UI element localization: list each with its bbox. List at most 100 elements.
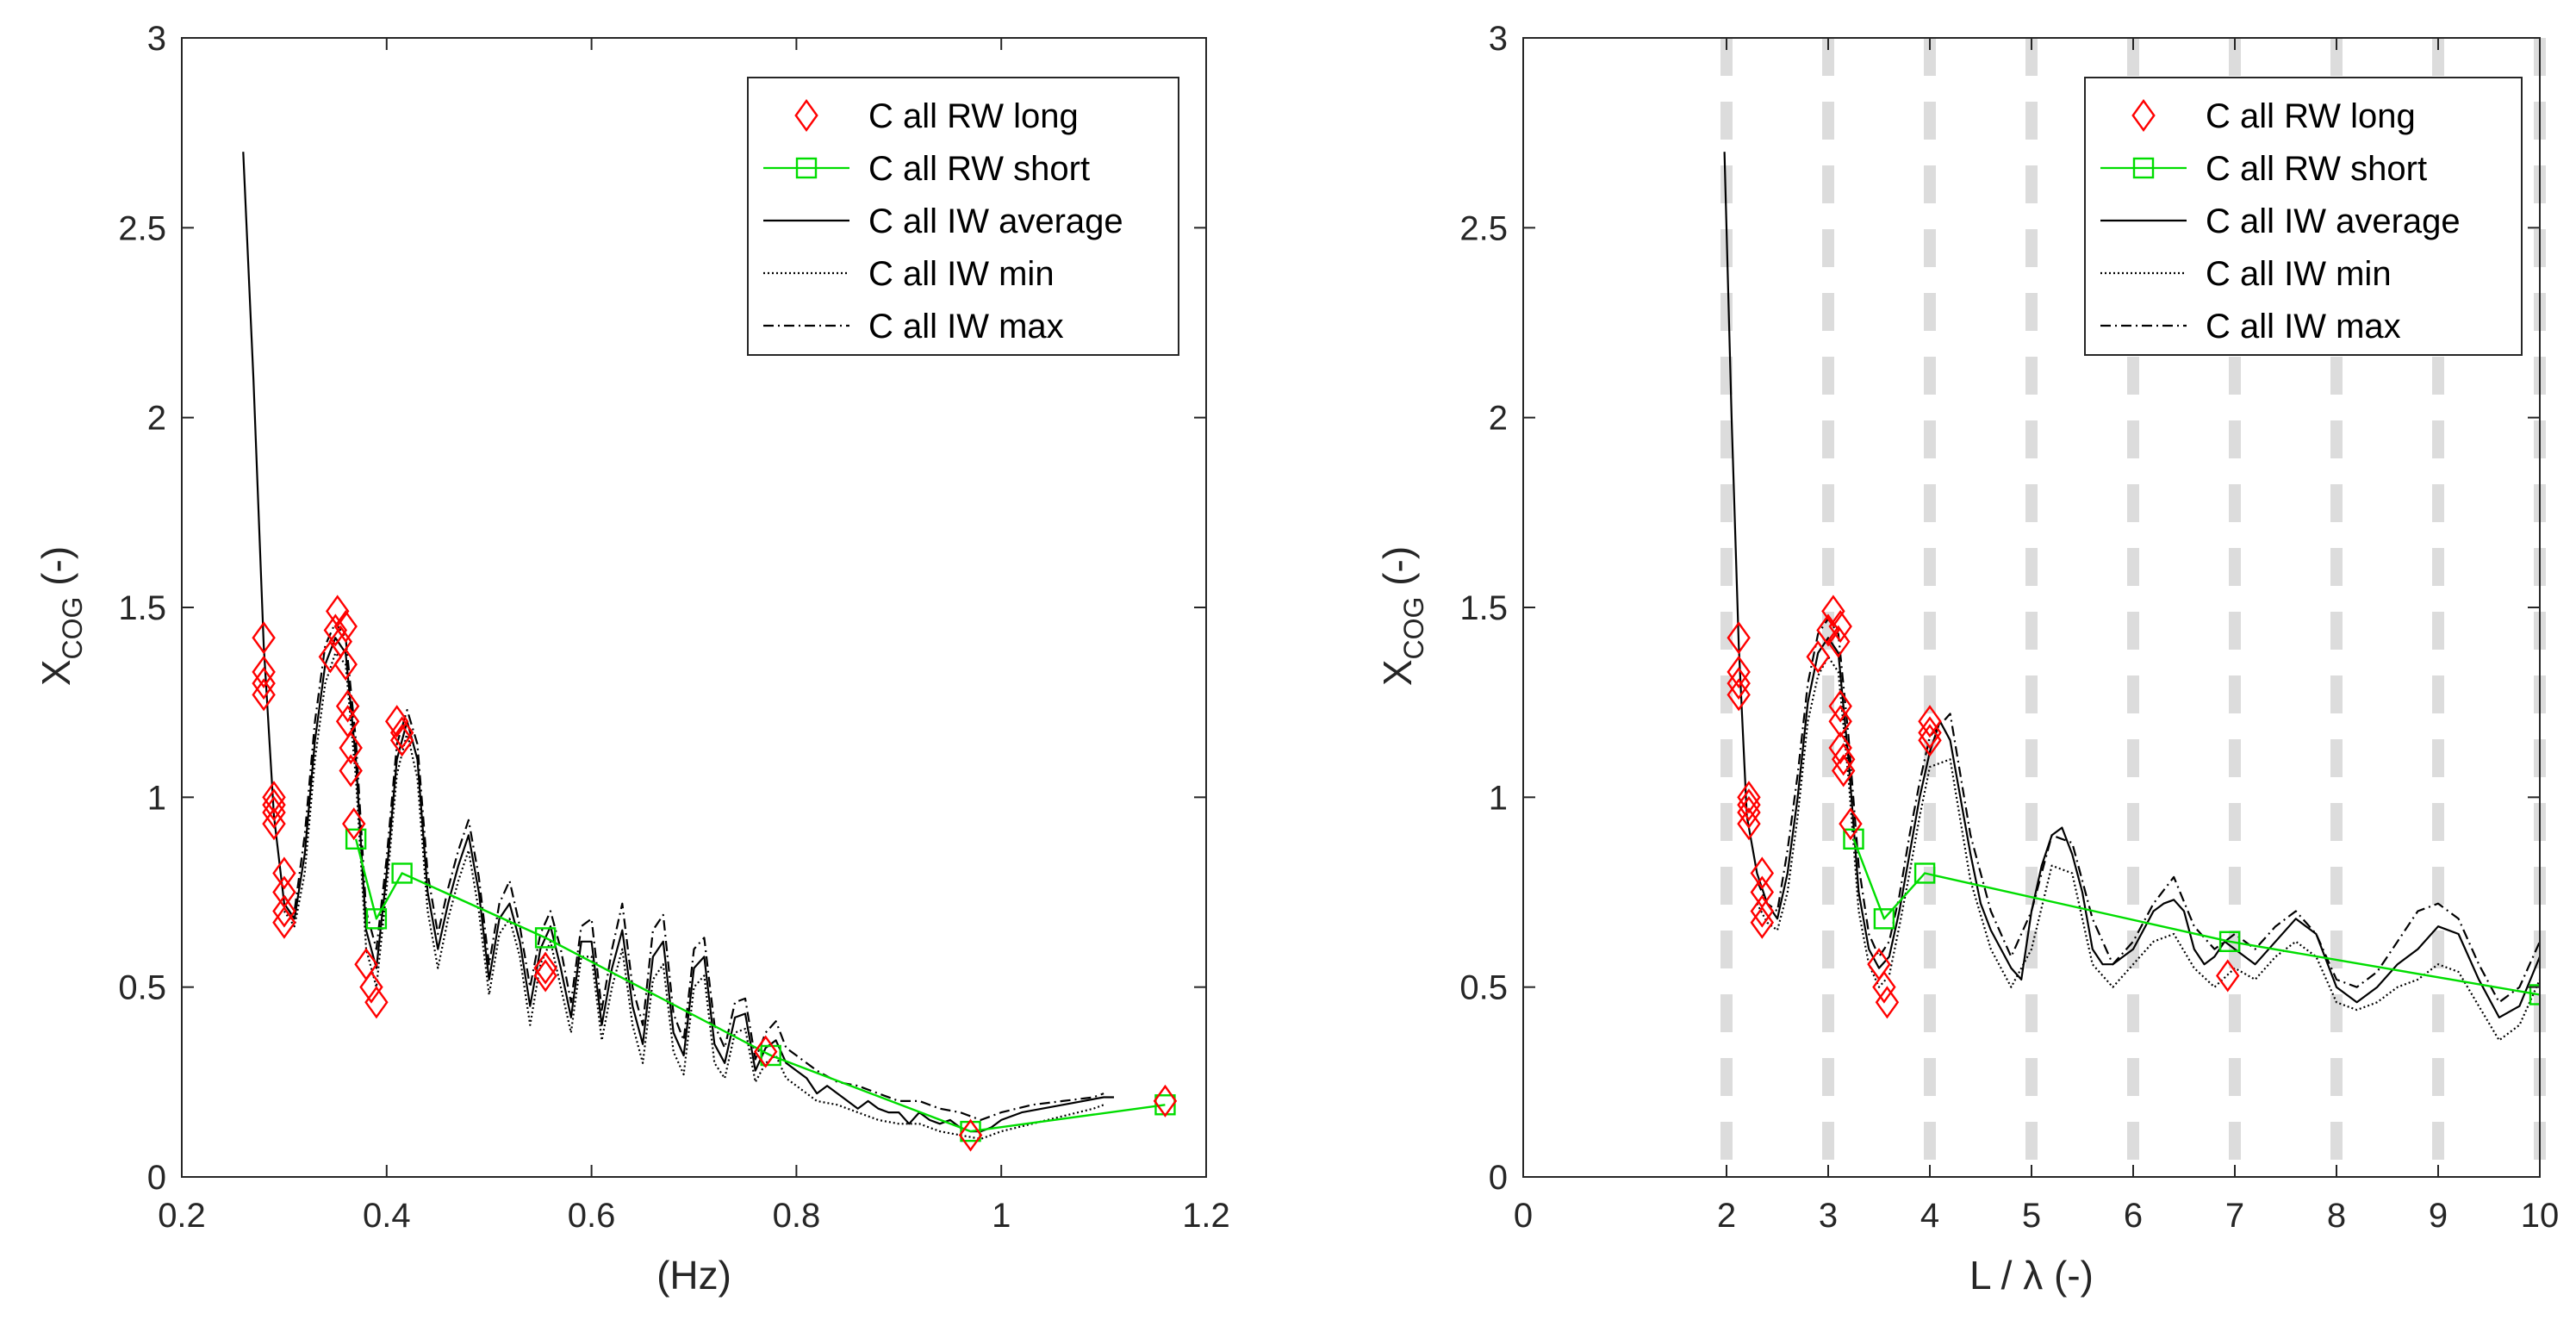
right-diamond-marker	[1816, 613, 1840, 647]
right-diamond-marker	[2131, 98, 2156, 133]
right-square-marker	[1843, 828, 1864, 850]
right-diamond-marker	[1727, 655, 1751, 688]
left-diamond-marker	[794, 98, 818, 133]
right-x-tick-label: 9	[2429, 1197, 2448, 1235]
right-y-axis-label-main: X	[1375, 659, 1420, 686]
left-diamond-marker	[339, 754, 363, 788]
left-diamond-marker	[272, 894, 296, 928]
left-diamond-marker	[359, 970, 383, 1004]
left-y-tick-label: 0	[147, 1159, 166, 1197]
left-diamond-marker	[364, 986, 389, 1019]
right-y-tick-label: 2.5	[1459, 209, 1508, 247]
right-diamond-marker	[1872, 970, 1896, 1004]
left-square-marker	[345, 828, 367, 850]
right-diamond-marker	[1750, 894, 1775, 928]
left-diamond-marker	[333, 648, 358, 682]
left-legend: C all RW long C all RW short C all IW aver…	[747, 77, 1179, 356]
left-diamond-marker	[272, 856, 296, 890]
left-legend-label: C all RW short	[868, 150, 1090, 188]
right-legend: C all RW long C all RW short C all IW aver…	[2084, 77, 2523, 356]
left-y-axis-label-suffix: (-)	[34, 546, 78, 597]
right-diamond-marker	[1821, 595, 1845, 628]
right-diamond-marker	[1828, 689, 1852, 723]
left-diamond-marker	[262, 781, 286, 814]
left-y-axis-label-main: X	[34, 659, 78, 686]
right-square-marker	[2529, 984, 2540, 1005]
right-diamond-marker	[2216, 959, 2240, 993]
left-legend-label: C all IW min	[868, 255, 1055, 293]
left-diamond-marker	[335, 689, 360, 723]
right-y-tick-label: 2	[1489, 400, 1508, 438]
left-legend-label: C all IW max	[868, 308, 1064, 346]
right-square-marker	[1873, 908, 1895, 930]
right-y-tick-label: 1	[1489, 779, 1508, 817]
left-y-axis-label: XCOG (-)	[34, 546, 88, 686]
right-diamond-marker	[1737, 788, 1761, 822]
left-x-axis-label: (Hz)	[656, 1253, 731, 1298]
left-x-tick-label: 0.6	[568, 1197, 616, 1235]
left-diamond-marker	[533, 951, 557, 985]
left-diamond-marker	[326, 595, 350, 628]
left-series-c-all-rw-short	[354, 838, 1166, 1133]
left-diamond-marker	[262, 788, 286, 822]
left-diamond-marker	[252, 678, 276, 712]
right-diamond-marker	[1831, 743, 1856, 776]
right-legend-box	[2084, 77, 2523, 356]
right-x-tick-label: 7	[2225, 1197, 2244, 1235]
right-diamond-marker	[1828, 731, 1852, 765]
right-y-tick-label: 0.5	[1459, 969, 1508, 1007]
right-square-marker	[2132, 157, 2155, 179]
right-chart: 0 2 3 4 5 6 7 8 9 10 0 0.5 1 1.5 2 2.5 3 L / λ (-) XCOG (-…	[1375, 20, 2559, 1298]
right-series-c-all-iw-min	[1756, 656, 2540, 1042]
left-diamond-marker	[262, 807, 286, 841]
right-legend-label: C all IW min	[2206, 255, 2392, 293]
right-diamond-marker	[1826, 625, 1851, 658]
left-legend-label: C all IW average	[868, 202, 1123, 240]
left-y-axis-label-sub: COG	[57, 597, 88, 660]
right-x-tick-label: 3	[1819, 1197, 1838, 1235]
right-x-tick-label: 4	[1920, 1197, 1939, 1235]
left-x-tick-label: 0.4	[363, 1197, 411, 1235]
left-diamond-marker	[272, 906, 296, 939]
right-square-marker	[2218, 931, 2241, 952]
left-diamond-marker	[389, 716, 414, 750]
right-diamond-marker	[1750, 906, 1775, 939]
left-y-tick-label: 1	[147, 779, 166, 817]
left-chart: 0.2 0.4 0.6 0.8 1 1.2 0 0.5 1 1.5 2 2.5 3 (Hz) XCOG (-…	[34, 20, 1230, 1298]
right-legend-label: C all IW average	[2206, 202, 2461, 240]
left-y-tick-label: 3	[147, 20, 166, 58]
left-y-tick-label: 2	[147, 400, 166, 438]
left-data-layer	[242, 152, 1178, 1152]
right-x-tick-label: 0	[1514, 1197, 1533, 1235]
left-diamond-marker	[958, 1118, 983, 1152]
left-diamond-marker	[252, 655, 276, 688]
left-x-tick-label: 1.2	[1182, 1197, 1230, 1235]
left-x-tick-label: 0.8	[773, 1197, 821, 1235]
left-square-marker	[760, 1044, 781, 1067]
right-x-tick-label: 8	[2327, 1197, 2346, 1235]
right-y-axis-label-suffix: (-)	[1375, 546, 1420, 597]
right-diamond-marker	[1918, 716, 1942, 750]
right-diamond-marker	[1727, 621, 1751, 655]
right-series-c-all-rw-short	[1852, 838, 2540, 996]
left-diamond-marker	[533, 959, 557, 993]
right-x-tick-label: 5	[2022, 1197, 2041, 1235]
left-square-marker	[365, 908, 388, 930]
left-legend-box	[747, 77, 1179, 356]
right-x-tick-label: 10	[2521, 1197, 2560, 1235]
right-square-marker	[1913, 862, 1936, 884]
right-diamond-marker	[1839, 807, 1863, 841]
left-series-c-all-iw-min	[283, 651, 1104, 1141]
right-diamond-marker	[1875, 986, 1900, 1019]
right-legend-label: C all RW short	[2206, 150, 2427, 188]
right-diamond-marker	[1737, 807, 1761, 841]
left-diamond-marker	[252, 621, 276, 655]
right-x-axis-label: L / λ (-)	[1969, 1253, 2094, 1298]
right-y-tick-label: 0	[1489, 1159, 1508, 1197]
right-diamond-marker	[1750, 856, 1775, 890]
right-x-tick-label: 2	[1717, 1197, 1736, 1235]
left-series-c-all-iw-max	[283, 621, 1104, 1122]
right-diamond-marker	[1918, 705, 1942, 738]
right-data-layer	[1723, 152, 2540, 1042]
